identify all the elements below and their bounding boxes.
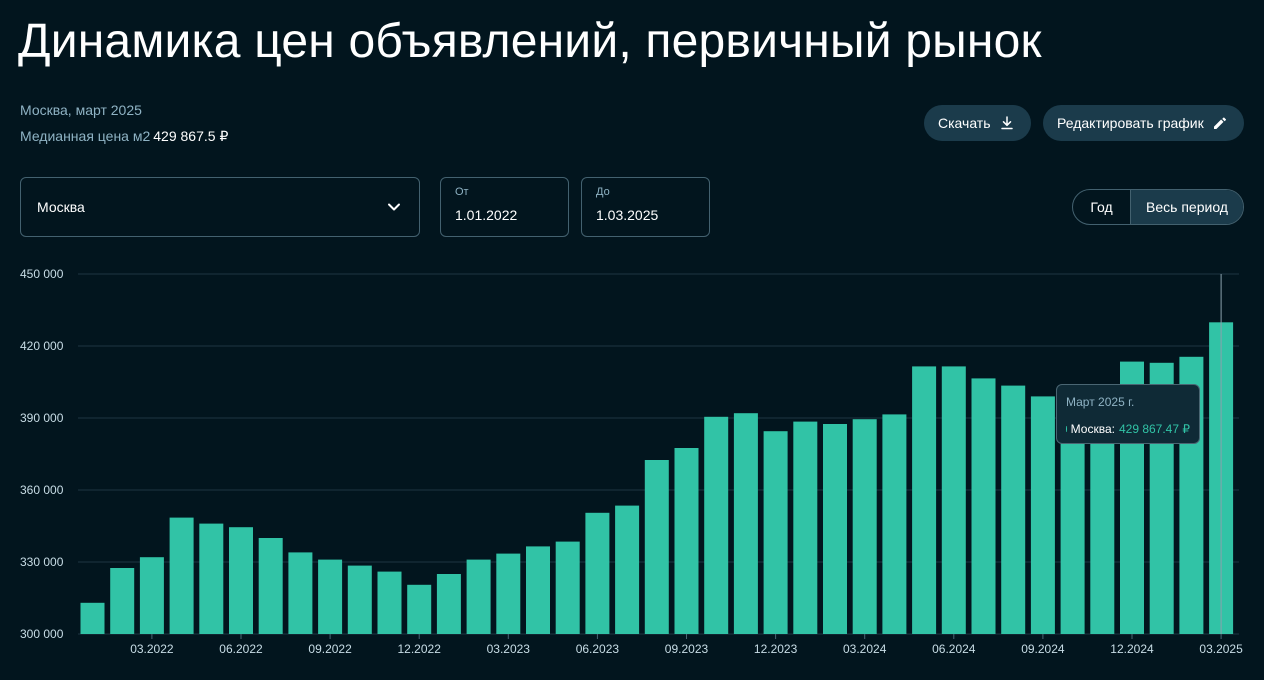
bar [763,431,788,634]
chart-tooltip: Март 2025 г. Москва: 429 867.47 ₽ [1056,384,1200,444]
bar [318,559,343,634]
y-tick-label: 390 000 [20,411,64,425]
bar [1001,385,1026,634]
x-tick-label: 12.2024 [1110,642,1154,656]
location-date-subtitle: Москва, март 2025 [20,102,142,118]
bar [139,557,164,634]
date-from-field[interactable]: От 1.01.2022 [440,177,569,237]
bar [704,416,729,634]
date-to-value: 1.03.2025 [596,207,659,223]
bar [644,460,669,634]
edit-chart-button-label: Редактировать график [1057,115,1204,131]
bar [971,378,996,634]
median-price-value: 429 867.5 ₽ [153,128,229,144]
bar [733,413,758,634]
bar [229,527,253,634]
x-tick-label: 03.2025 [1199,642,1243,656]
bar [852,419,877,634]
period-all-option[interactable]: Весь период [1130,190,1243,224]
y-tick-label: 300 000 [20,627,64,641]
bar [585,512,610,634]
period-toggle: Год Весь период [1072,189,1244,225]
city-select-value: Москва [37,199,85,215]
bar [1030,396,1055,634]
median-price: Медианная цена м2 429 867.5 ₽ [20,128,228,145]
bar [793,421,818,634]
y-tick-label: 420 000 [20,339,64,353]
bar [466,559,491,634]
page-title: Динамика цен объявлений, первичный рынок [18,15,1042,68]
date-to-field[interactable]: До 1.03.2025 [581,177,710,237]
x-tick-label: 12.2022 [398,642,442,656]
x-tick-label: 06.2024 [932,642,976,656]
bar [555,541,580,634]
series-dot [1066,426,1067,432]
tooltip-row: Москва: 429 867.47 ₽ [1066,422,1190,436]
bar [436,574,461,634]
chevron-down-icon [388,203,400,211]
bar [912,366,937,634]
date-to-label: До [596,186,610,198]
x-tick-label: 09.2024 [1021,642,1065,656]
x-tick-label: 09.2023 [665,642,709,656]
x-tick-label: 12.2023 [754,642,798,656]
bar [526,546,550,634]
edit-chart-button[interactable]: Редактировать график [1043,105,1244,141]
median-price-label: Медианная цена м2 [20,128,151,144]
pencil-icon [1213,117,1226,129]
bar [1060,410,1085,634]
y-tick-label: 360 000 [20,483,64,497]
download-icon [1000,116,1013,130]
x-tick-label: 03.2024 [843,642,887,656]
period-year-option[interactable]: Год [1090,199,1113,215]
bar [496,553,521,634]
bar [377,571,402,634]
x-tick-label: 03.2023 [487,642,531,656]
tooltip-title: Март 2025 г. [1066,395,1135,409]
date-from-value: 1.01.2022 [455,207,518,223]
date-from-label: От [455,186,469,198]
y-tick-label: 450 000 [20,267,64,281]
x-tick-label: 06.2023 [576,642,620,656]
x-tick-label: 06.2022 [219,642,263,656]
bar [882,414,907,634]
x-tick-label: 09.2022 [308,642,352,656]
bar [347,565,372,634]
bar [615,505,640,634]
bar [169,517,194,634]
bar [80,602,105,634]
price-bar-chart: 300 000 330 000 360 000 390 000 420 000 450 0… [20,267,1243,656]
city-select[interactable]: Москва [20,177,420,237]
tooltip-series: Москва: [1070,422,1115,436]
bar [258,538,283,634]
download-button-label: Скачать [938,115,991,131]
bar [407,584,432,634]
tooltip-value: 429 867.47 ₽ [1118,422,1190,436]
bar [941,366,966,634]
bar [823,424,847,634]
bar [110,568,135,634]
x-tick-label: 03.2022 [130,642,174,656]
bar [288,552,313,634]
y-tick-label: 330 000 [20,555,64,569]
bar [199,523,224,634]
download-button[interactable]: Скачать [924,105,1031,141]
bar [674,448,699,634]
